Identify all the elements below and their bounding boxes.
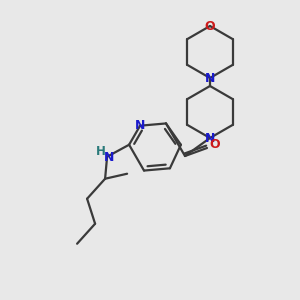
Text: O: O <box>210 139 220 152</box>
Text: N: N <box>135 119 145 132</box>
Text: O: O <box>205 20 215 32</box>
Text: H: H <box>96 145 106 158</box>
Text: N: N <box>205 131 215 145</box>
Text: N: N <box>104 151 114 164</box>
Text: N: N <box>205 71 215 85</box>
